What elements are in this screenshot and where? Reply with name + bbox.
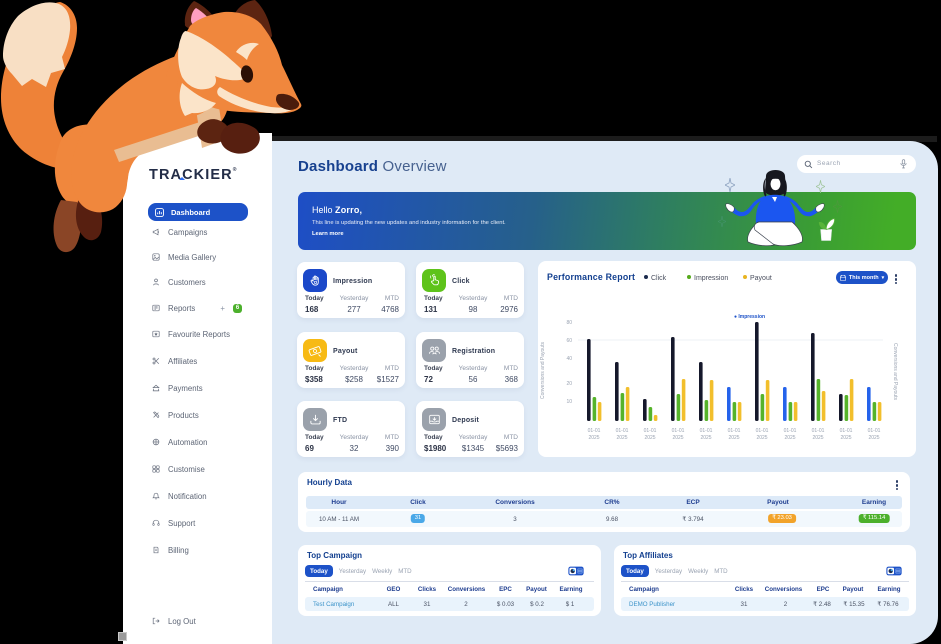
svg-text:2025: 2025 <box>672 435 683 441</box>
svg-text:2025: 2025 <box>784 435 795 441</box>
svg-text:80: 80 <box>566 320 572 326</box>
svg-text:10: 10 <box>566 399 572 405</box>
svg-text:01-01: 01-01 <box>644 428 657 434</box>
svg-text:01-01: 01-01 <box>588 428 601 434</box>
svg-text:01-01: 01-01 <box>840 428 853 434</box>
svg-text:60: 60 <box>566 338 572 344</box>
svg-text:2025: 2025 <box>868 435 879 441</box>
svg-text:2025: 2025 <box>588 435 599 441</box>
svg-text:20: 20 <box>566 381 572 387</box>
svg-text:01-01: 01-01 <box>728 428 741 434</box>
svg-text:2025: 2025 <box>616 435 627 441</box>
svg-text:2025: 2025 <box>840 435 851 441</box>
svg-text:01-01: 01-01 <box>784 428 797 434</box>
svg-text:2025: 2025 <box>728 435 739 441</box>
svg-text:2025: 2025 <box>812 435 823 441</box>
svg-text:01-01: 01-01 <box>616 428 629 434</box>
svg-text:01-01: 01-01 <box>700 428 713 434</box>
svg-text:40: 40 <box>566 356 572 362</box>
svg-text:2025: 2025 <box>644 435 655 441</box>
svg-text:01-01: 01-01 <box>868 428 881 434</box>
svg-text:2025: 2025 <box>700 435 711 441</box>
svg-text:01-01: 01-01 <box>812 428 825 434</box>
svg-text:2025: 2025 <box>756 435 767 441</box>
svg-text:01-01: 01-01 <box>672 428 685 434</box>
svg-text:01-01: 01-01 <box>756 428 769 434</box>
